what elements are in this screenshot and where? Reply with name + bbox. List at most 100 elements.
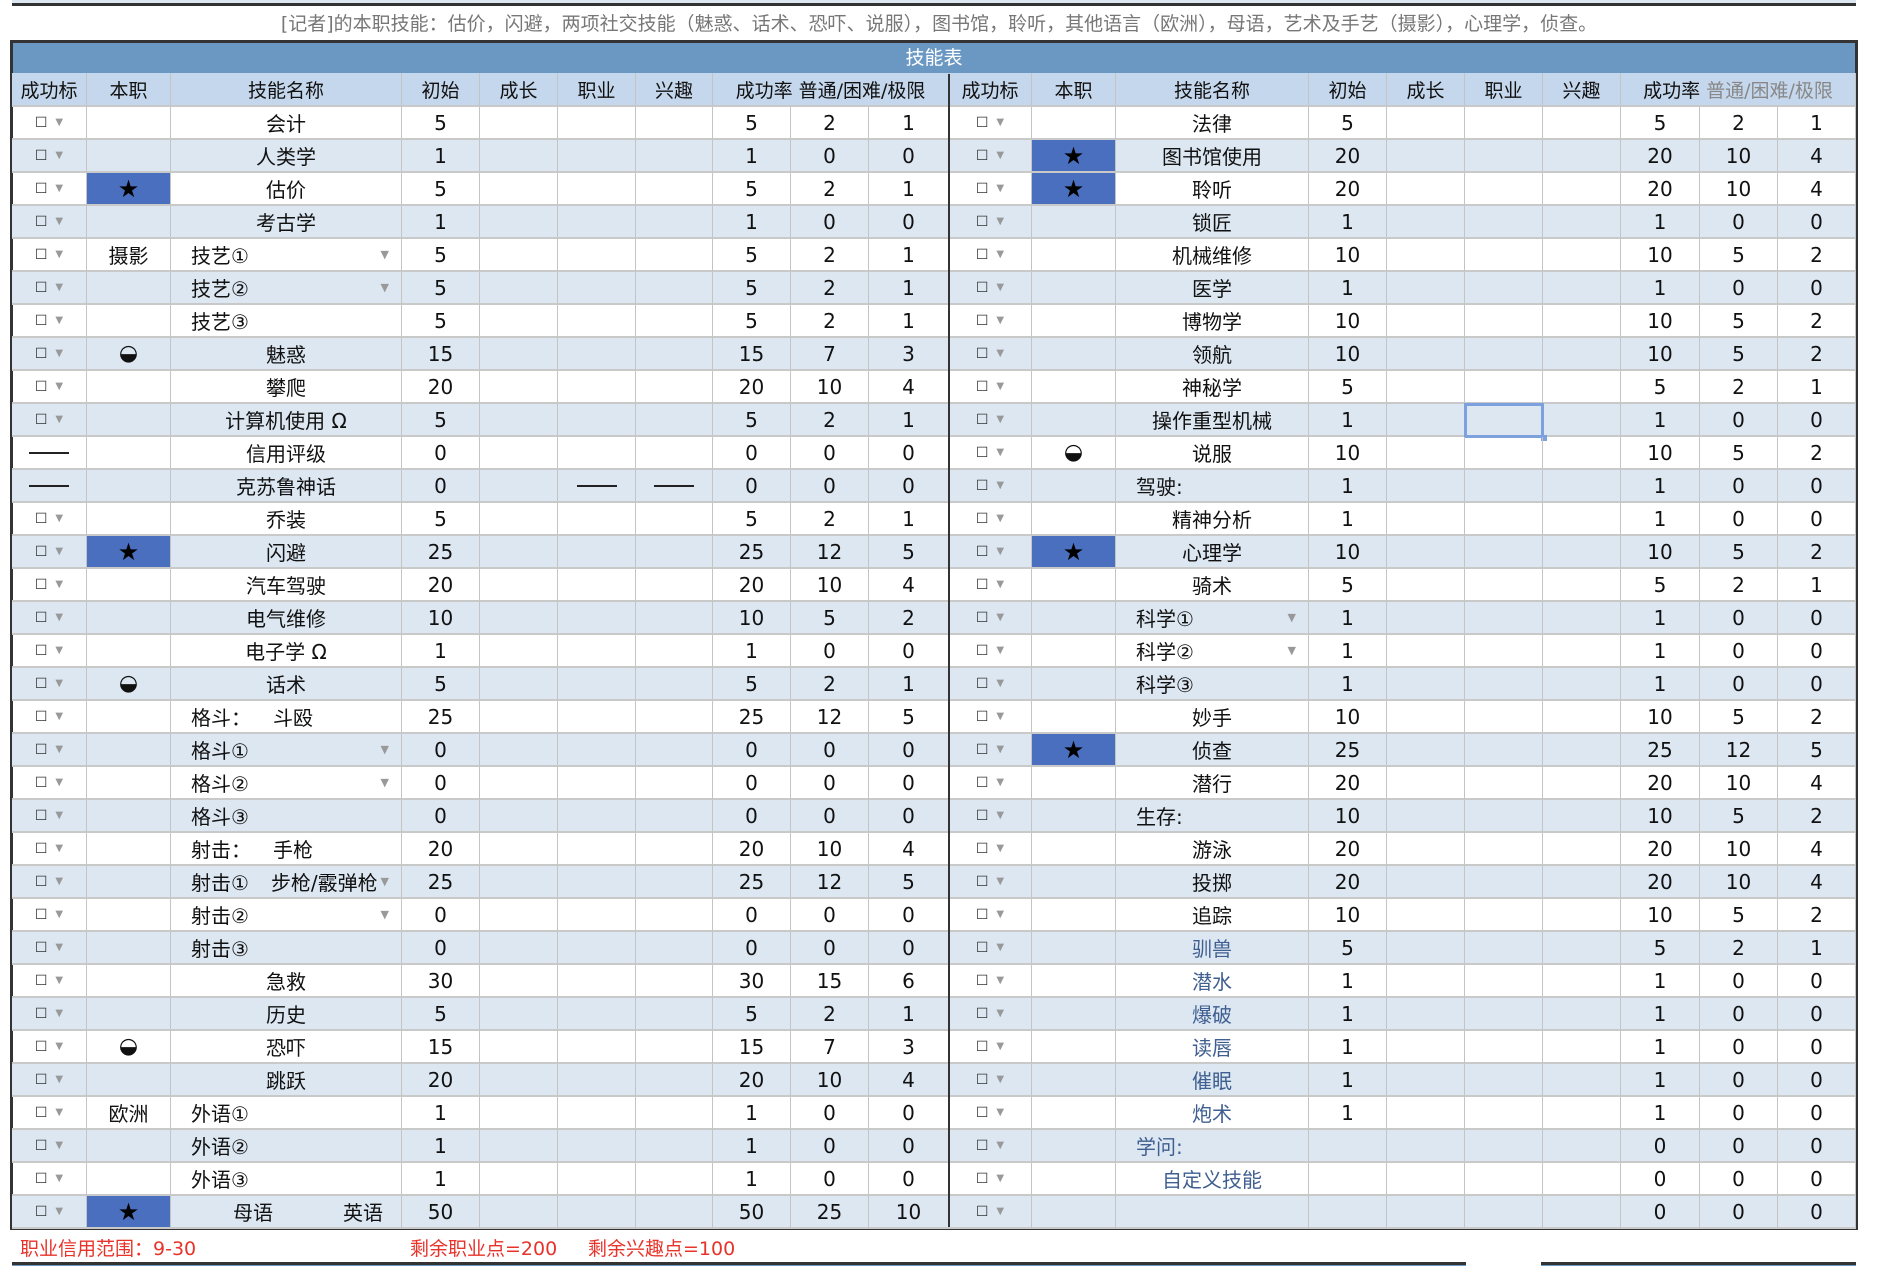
skill-name-cell[interactable]: 会计 (171, 107, 402, 140)
success-mark-checkbox[interactable]: ☐ ▼ (12, 635, 87, 668)
interest-input[interactable] (1543, 1097, 1621, 1130)
success-mark-checkbox[interactable]: ☐ ▼ (949, 470, 1032, 503)
occupation-cell[interactable] (1032, 569, 1116, 602)
skill-name-cell[interactable]: 射击③ (171, 932, 402, 965)
occupation-cell[interactable] (1032, 800, 1116, 833)
interest-input[interactable] (636, 239, 713, 272)
success-mark-checkbox[interactable]: ☐ ▼ (949, 701, 1032, 734)
job-input[interactable] (1465, 173, 1543, 206)
occupation-cell[interactable] (87, 206, 171, 239)
skill-name-cell[interactable]: 自定义技能 (1116, 1163, 1309, 1196)
skill-name-cell[interactable]: 读唇 (1116, 1031, 1309, 1064)
growth-input[interactable] (1387, 272, 1465, 305)
growth-input[interactable] (1387, 734, 1465, 767)
skill-name-cell[interactable]: 恐吓 (171, 1031, 402, 1064)
interest-input[interactable] (1543, 470, 1621, 503)
growth-input[interactable] (480, 107, 558, 140)
interest-input[interactable] (636, 833, 713, 866)
skill-name-cell[interactable]: 攀爬 (171, 371, 402, 404)
occupation-cell[interactable] (87, 998, 171, 1031)
occupation-cell[interactable] (87, 1163, 171, 1196)
job-input[interactable] (1465, 1097, 1543, 1130)
interest-input[interactable] (636, 635, 713, 668)
occupation-cell[interactable] (87, 1130, 171, 1163)
growth-input[interactable] (1387, 932, 1465, 965)
success-mark-checkbox[interactable]: ☐ ▼ (949, 437, 1032, 470)
job-input[interactable] (558, 965, 636, 998)
occupation-cell[interactable] (1032, 668, 1116, 701)
job-input[interactable] (558, 734, 636, 767)
occupation-cell[interactable] (87, 569, 171, 602)
occupation-cell[interactable] (1032, 701, 1116, 734)
skill-name-cell[interactable]: 游泳 (1116, 833, 1309, 866)
interest-input[interactable] (1543, 1196, 1621, 1229)
job-input[interactable] (558, 569, 636, 602)
success-mark-checkbox[interactable]: ☐ ▼ (12, 767, 87, 800)
occupation-cell[interactable] (1032, 305, 1116, 338)
job-input[interactable] (558, 470, 636, 503)
job-input[interactable] (1465, 635, 1543, 668)
occupation-cell[interactable]: ★ (1032, 734, 1116, 767)
growth-input[interactable] (1387, 305, 1465, 338)
growth-input[interactable] (1387, 206, 1465, 239)
success-mark-checkbox[interactable]: ☐ ▼ (949, 239, 1032, 272)
interest-input[interactable] (636, 1130, 713, 1163)
success-mark-checkbox[interactable]: ☐ ▼ (12, 899, 87, 932)
interest-input[interactable] (636, 1064, 713, 1097)
skill-name-cell[interactable]: 生存: (1116, 800, 1309, 833)
success-mark-checkbox[interactable]: ☐ ▼ (12, 272, 87, 305)
skill-name-cell[interactable]: 技艺② ▼ (171, 272, 402, 305)
job-input[interactable] (558, 1196, 636, 1229)
success-mark-checkbox[interactable]: ☐ ▼ (949, 1196, 1032, 1229)
growth-input[interactable] (1387, 536, 1465, 569)
occupation-cell[interactable] (1032, 866, 1116, 899)
occupation-cell[interactable] (1032, 635, 1116, 668)
occupation-cell[interactable] (87, 899, 171, 932)
interest-input[interactable] (1543, 767, 1621, 800)
success-mark-checkbox[interactable]: ☐ ▼ (12, 1097, 87, 1130)
growth-input[interactable] (1387, 107, 1465, 140)
skill-name-cell[interactable]: 电气维修 (171, 602, 402, 635)
job-input[interactable] (1465, 602, 1543, 635)
growth-input[interactable] (480, 899, 558, 932)
skill-name-cell[interactable]: 神秘学 (1116, 371, 1309, 404)
occupation-cell[interactable] (1032, 371, 1116, 404)
job-input[interactable] (1465, 569, 1543, 602)
occupation-cell[interactable] (1032, 239, 1116, 272)
interest-input[interactable] (1543, 998, 1621, 1031)
occupation-cell[interactable]: ★ (87, 536, 171, 569)
growth-input[interactable] (1387, 371, 1465, 404)
success-mark-checkbox[interactable]: ☐ ▼ (12, 404, 87, 437)
occupation-cell[interactable]: ★ (1032, 173, 1116, 206)
interest-input[interactable] (1543, 1163, 1621, 1196)
growth-input[interactable] (480, 602, 558, 635)
skill-name-cell[interactable]: 技艺③ (171, 305, 402, 338)
occupation-cell[interactable] (1032, 206, 1116, 239)
growth-input[interactable] (480, 305, 558, 338)
job-input[interactable] (558, 272, 636, 305)
success-mark-checkbox[interactable]: ☐ ▼ (949, 1130, 1032, 1163)
growth-input[interactable] (1387, 1130, 1465, 1163)
skill-name-cell[interactable]: 驯兽 (1116, 932, 1309, 965)
occupation-cell[interactable] (87, 437, 171, 470)
occupation-cell[interactable] (87, 767, 171, 800)
occupation-cell[interactable] (87, 503, 171, 536)
skill-name-cell[interactable]: 计算机使用 Ω (171, 404, 402, 437)
skill-name-cell[interactable]: 操作重型机械 (1116, 404, 1309, 437)
occupation-cell[interactable]: ◒ (1032, 437, 1116, 470)
success-mark-checkbox[interactable]: ☐ ▼ (12, 536, 87, 569)
interest-input[interactable] (636, 998, 713, 1031)
success-mark-checkbox[interactable]: ☐ ▼ (12, 965, 87, 998)
occupation-cell[interactable] (87, 701, 171, 734)
success-mark-checkbox[interactable]: ☐ ▼ (12, 503, 87, 536)
job-input[interactable] (1465, 272, 1543, 305)
job-input[interactable] (558, 899, 636, 932)
growth-input[interactable] (480, 470, 558, 503)
occupation-cell[interactable] (1032, 932, 1116, 965)
growth-input[interactable] (480, 206, 558, 239)
skill-name-cell[interactable]: 母语 英语 (171, 1196, 402, 1229)
interest-input[interactable] (1543, 800, 1621, 833)
occupation-cell[interactable] (87, 107, 171, 140)
occupation-cell[interactable] (87, 1064, 171, 1097)
job-input[interactable] (558, 800, 636, 833)
